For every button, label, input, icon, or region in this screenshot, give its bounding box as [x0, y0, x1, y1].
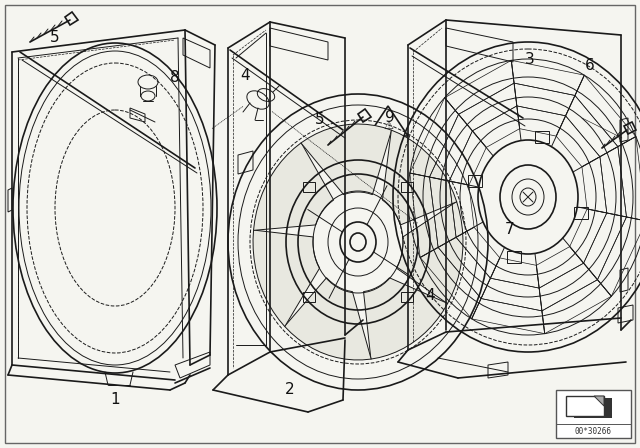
Text: 1: 1: [110, 392, 120, 408]
Text: 4: 4: [425, 288, 435, 302]
Polygon shape: [383, 130, 457, 225]
Polygon shape: [253, 230, 319, 327]
Text: 3: 3: [525, 52, 535, 68]
Bar: [574, 398, 612, 418]
Text: 2: 2: [285, 383, 295, 397]
Text: ⚠: ⚠: [383, 121, 393, 131]
Polygon shape: [396, 202, 463, 304]
Polygon shape: [594, 396, 604, 406]
Text: 6: 6: [585, 57, 595, 73]
Bar: [556, 390, 631, 438]
Text: 8: 8: [170, 70, 180, 86]
Bar: [566, 396, 604, 416]
Polygon shape: [301, 124, 392, 194]
Polygon shape: [364, 278, 447, 359]
Text: 5: 5: [315, 112, 325, 128]
Text: 4: 4: [240, 68, 250, 82]
Text: 00*30266: 00*30266: [575, 427, 611, 436]
Polygon shape: [253, 143, 333, 230]
Text: 5: 5: [50, 30, 60, 46]
Text: 7: 7: [505, 223, 515, 237]
Polygon shape: [285, 278, 371, 360]
Text: 9: 9: [385, 111, 395, 125]
